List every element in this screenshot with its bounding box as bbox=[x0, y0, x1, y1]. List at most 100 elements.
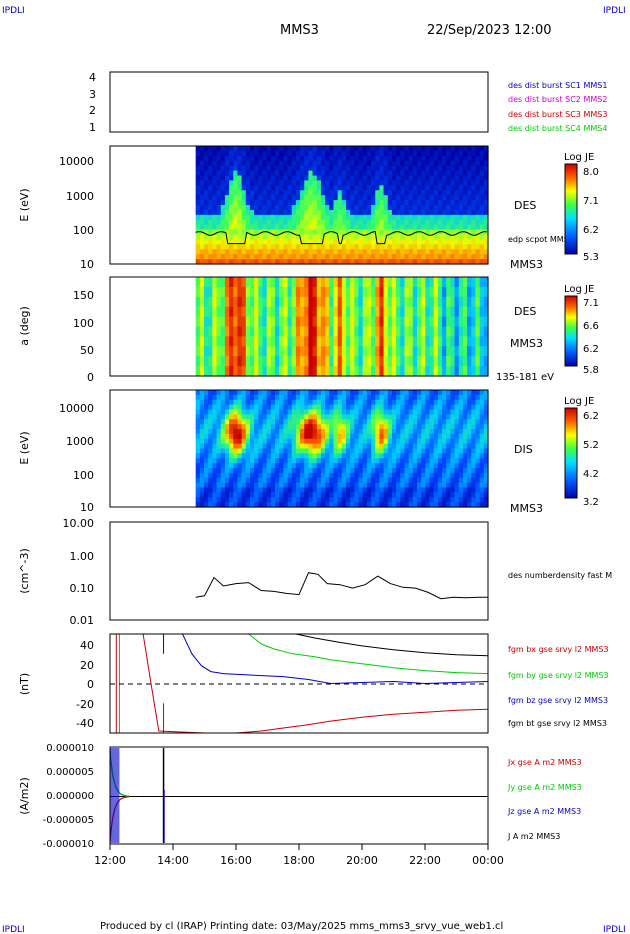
dis-energy-cell bbox=[287, 409, 293, 415]
des-energy-cell bbox=[471, 190, 477, 196]
des-energy-cell bbox=[237, 205, 243, 211]
des-energy-cell bbox=[220, 180, 226, 186]
des-energy-cell bbox=[266, 175, 272, 182]
des-energy-cell bbox=[454, 219, 460, 226]
des-energy-cell bbox=[320, 224, 326, 231]
des-energy-cell bbox=[379, 214, 385, 221]
des-energy-cell bbox=[241, 249, 247, 255]
des-energy-cell bbox=[483, 175, 489, 182]
dis-energy-cell bbox=[358, 497, 364, 503]
des-energy-cell bbox=[241, 259, 247, 265]
dis-energy-cell bbox=[325, 433, 330, 440]
des-energy-cell bbox=[483, 160, 489, 167]
dis-energy-cell bbox=[366, 390, 372, 396]
dis-energy-cell bbox=[224, 433, 230, 440]
dis-energy-cell bbox=[241, 477, 247, 484]
dis-energy-cell bbox=[475, 438, 481, 445]
des-energy-cell bbox=[371, 190, 376, 196]
dis-energy-cell bbox=[437, 477, 443, 484]
des-pitch-cell bbox=[421, 296, 426, 308]
dis-energy-cell bbox=[421, 429, 426, 435]
des-pitch-cell bbox=[433, 286, 439, 298]
des-energy-cell bbox=[304, 200, 310, 206]
dis-energy-cell bbox=[408, 477, 414, 484]
dis-energy-cell bbox=[366, 443, 372, 450]
des-pitch-cell bbox=[300, 286, 305, 298]
dis-energy-cell bbox=[354, 463, 360, 469]
dis-energy-cell bbox=[475, 482, 481, 489]
dis-energy-cell bbox=[300, 419, 305, 425]
dis-energy-cell bbox=[320, 482, 326, 489]
des-energy-cell bbox=[249, 170, 255, 177]
dis-energy-cell bbox=[258, 492, 264, 498]
dis-energy-cell bbox=[283, 433, 289, 440]
dis-energy-cell bbox=[199, 390, 205, 396]
des-pitch-cell bbox=[458, 356, 464, 367]
des-pitch-cell bbox=[337, 286, 343, 298]
dis-energy-cell bbox=[258, 448, 264, 454]
des-pitch-cell bbox=[241, 336, 247, 347]
des-energy-cell bbox=[462, 200, 468, 206]
des-pitch-cell bbox=[312, 326, 318, 337]
dis-energy-cell bbox=[337, 477, 343, 484]
des-energy-cell bbox=[379, 190, 385, 196]
des-energy-cell bbox=[287, 200, 293, 206]
dis-energy-cell bbox=[283, 477, 289, 484]
des-energy-cell bbox=[467, 185, 472, 191]
dis-energy-cell bbox=[479, 472, 485, 479]
dis-energy-cell bbox=[379, 429, 385, 435]
des-energy-cell bbox=[233, 234, 239, 241]
des-energy-cell bbox=[333, 170, 339, 177]
des-energy-cell bbox=[404, 190, 410, 196]
des-energy-cell bbox=[437, 195, 443, 201]
dis-energy-cell bbox=[450, 472, 456, 479]
des-energy-cell bbox=[312, 219, 318, 226]
dis-energy-cell bbox=[425, 458, 431, 464]
des-pitch-cell bbox=[212, 296, 218, 308]
des-energy-cell bbox=[362, 219, 368, 226]
des-energy-cell bbox=[241, 150, 247, 157]
des-energy-cell bbox=[429, 155, 435, 162]
des-energy-cell bbox=[291, 146, 297, 152]
dis-energy-cell bbox=[429, 390, 435, 396]
des-energy-frame bbox=[109, 145, 489, 265]
des-energy-cell bbox=[358, 155, 364, 162]
des-energy-cell bbox=[254, 175, 259, 182]
des-energy-cell bbox=[304, 239, 310, 245]
des-pitch-cell bbox=[429, 286, 435, 298]
dis-energy-cell bbox=[245, 443, 251, 450]
dis-energy-cell bbox=[458, 404, 464, 411]
dis-energy-cell bbox=[287, 472, 293, 479]
des-energy-cell bbox=[396, 214, 401, 221]
dis-energy-cell bbox=[291, 409, 297, 415]
dis-energy-cell bbox=[450, 394, 456, 401]
des-energy-cell bbox=[391, 200, 397, 206]
des-energy-cell bbox=[208, 175, 213, 182]
legend-bx: fgm bx gse srvy l2 MMS3 bbox=[508, 645, 609, 654]
des-energy-cell bbox=[379, 195, 385, 201]
dis-energy-cell bbox=[283, 404, 289, 411]
dis-energy-cell bbox=[308, 414, 314, 420]
des-pitch-cell bbox=[446, 356, 452, 367]
des-energy-cell bbox=[245, 170, 251, 177]
dis-energy-cell bbox=[450, 414, 456, 420]
des-energy-cell bbox=[346, 209, 351, 216]
des-pitch-cell bbox=[304, 336, 310, 347]
des-energy-cell bbox=[412, 200, 418, 206]
dis-energy-cell bbox=[366, 453, 372, 459]
dis-energy-cell bbox=[233, 492, 239, 498]
des-energy-cell bbox=[254, 249, 259, 255]
des-energy-cell bbox=[454, 160, 460, 167]
des-energy-cell bbox=[216, 180, 222, 186]
des-pitch-cell bbox=[312, 336, 318, 347]
des-pitch-cell bbox=[204, 356, 209, 367]
dis-energy-cell bbox=[229, 399, 234, 406]
des-pitch-cell bbox=[266, 366, 272, 377]
des-pitch-cell bbox=[412, 316, 418, 328]
dis-energy-cell bbox=[408, 409, 414, 415]
dis-energy-cell bbox=[404, 438, 410, 445]
des-energy-cell bbox=[279, 150, 284, 157]
des-energy-cell bbox=[387, 259, 393, 265]
des-energy-cell bbox=[454, 200, 460, 206]
des-energy-cell bbox=[429, 219, 435, 226]
